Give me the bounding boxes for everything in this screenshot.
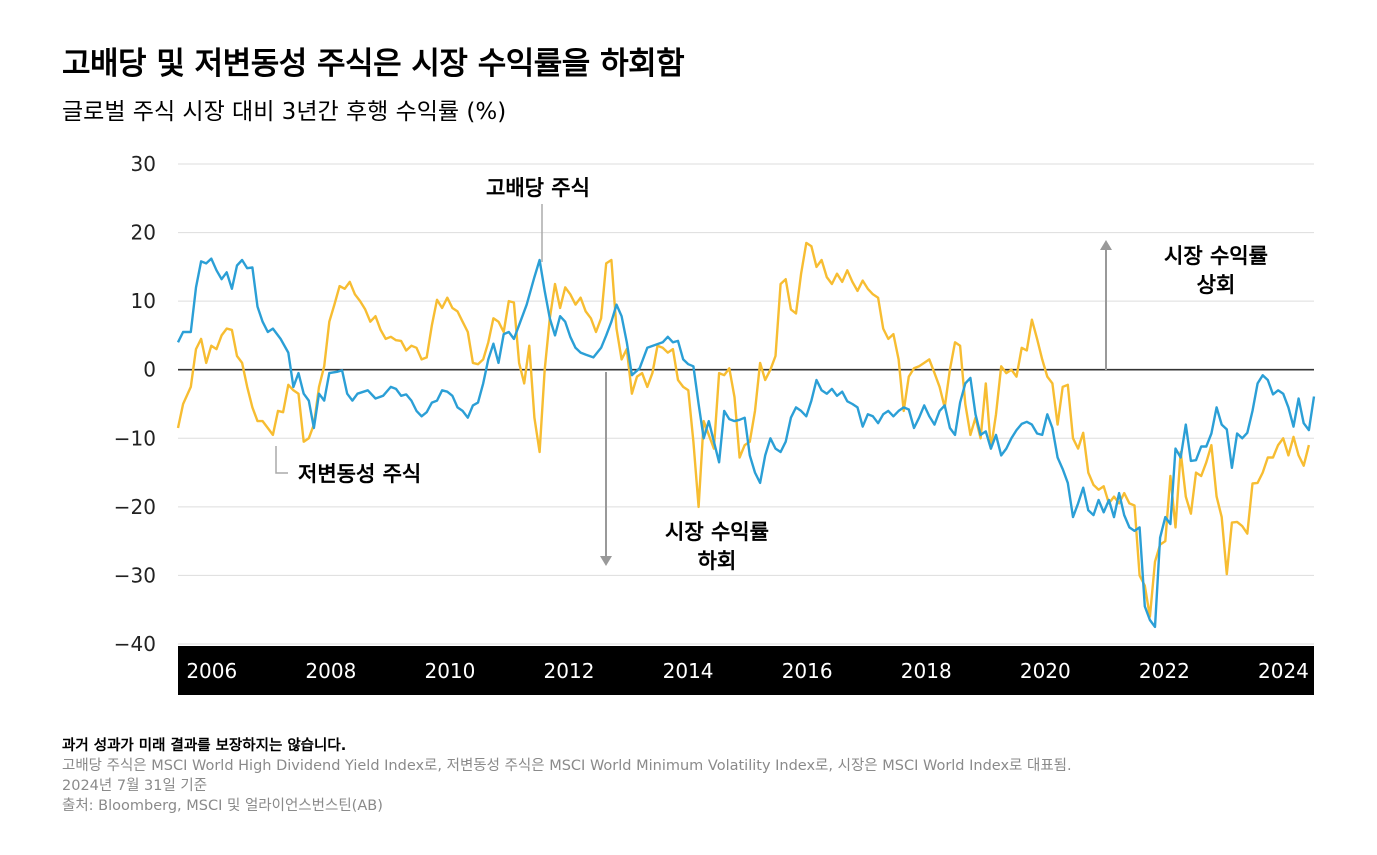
chart-footer: 과거 성과가 미래 결과를 보장하지는 않습니다. 고배당 주식은 MSCI W… [62,736,1072,816]
y-tick-label: 0 [143,358,156,382]
x-tick-label: 2018 [901,659,952,683]
x-tick-label: 2008 [305,659,356,683]
high-dividend-label: 고배당 주식 [486,176,590,200]
x-tick-label: 2016 [782,659,833,683]
y-tick-label: −20 [114,495,156,519]
x-tick-label: 2006 [186,659,237,683]
y-tick-label: 20 [131,221,156,245]
y-tick-label: 30 [131,152,156,176]
as-of-date-text: 2024년 7월 31일 기준 [62,778,208,794]
low-vol-leader-line [275,446,288,474]
outperform-label-line1: 시장 수익률 [1164,244,1268,268]
y-tick-label: −30 [114,563,156,587]
low-vol-label: 저변동성 주식 [298,462,421,486]
page-title: 고배당 및 저변동성 주식은 시장 수익률을 하회함 [62,46,685,82]
x-tick-label: 2020 [1020,659,1071,683]
y-tick-label: 10 [131,289,156,313]
source-text: 출처: Bloomberg, MSCI 및 얼라이언스번스틴(AB) [62,798,383,814]
y-tick-label: −10 [114,426,156,450]
underperform-arrow-head-icon [600,556,612,566]
page-subtitle: 글로벌 주식 시장 대비 3년간 후행 수익률 (%) [62,99,507,125]
series-line-high-dividend [176,257,1316,629]
series-line-low-volatility [176,241,1311,618]
underperform-label-line2: 하회 [698,549,737,573]
x-tick-label: 2014 [663,659,714,683]
y-axis-ticks: 30 20 10 0 −10 −20 −30 −40 [114,152,156,656]
grid-lines [178,163,1314,645]
x-tick-label: 2024 [1258,659,1309,683]
x-tick-label: 2022 [1139,659,1190,683]
x-tick-label: 2012 [544,659,595,683]
series-lines [176,241,1316,629]
x-tick-label: 2010 [424,659,475,683]
index-note-text: 고배당 주식은 MSCI World High Dividend Yield I… [62,758,1072,774]
outperform-label-line2: 상회 [1197,273,1236,297]
disclaimer-text: 과거 성과가 미래 결과를 보장하지는 않습니다. [62,738,347,754]
underperform-label-line1: 시장 수익률 [665,520,769,544]
outperform-arrow-head-icon [1100,240,1112,250]
y-tick-label: −40 [114,632,156,656]
x-axis-ticks: 2006 2008 2010 2012 2014 2016 2018 2020 2022 2024 [186,659,1309,683]
x-axis-band [178,646,1314,695]
